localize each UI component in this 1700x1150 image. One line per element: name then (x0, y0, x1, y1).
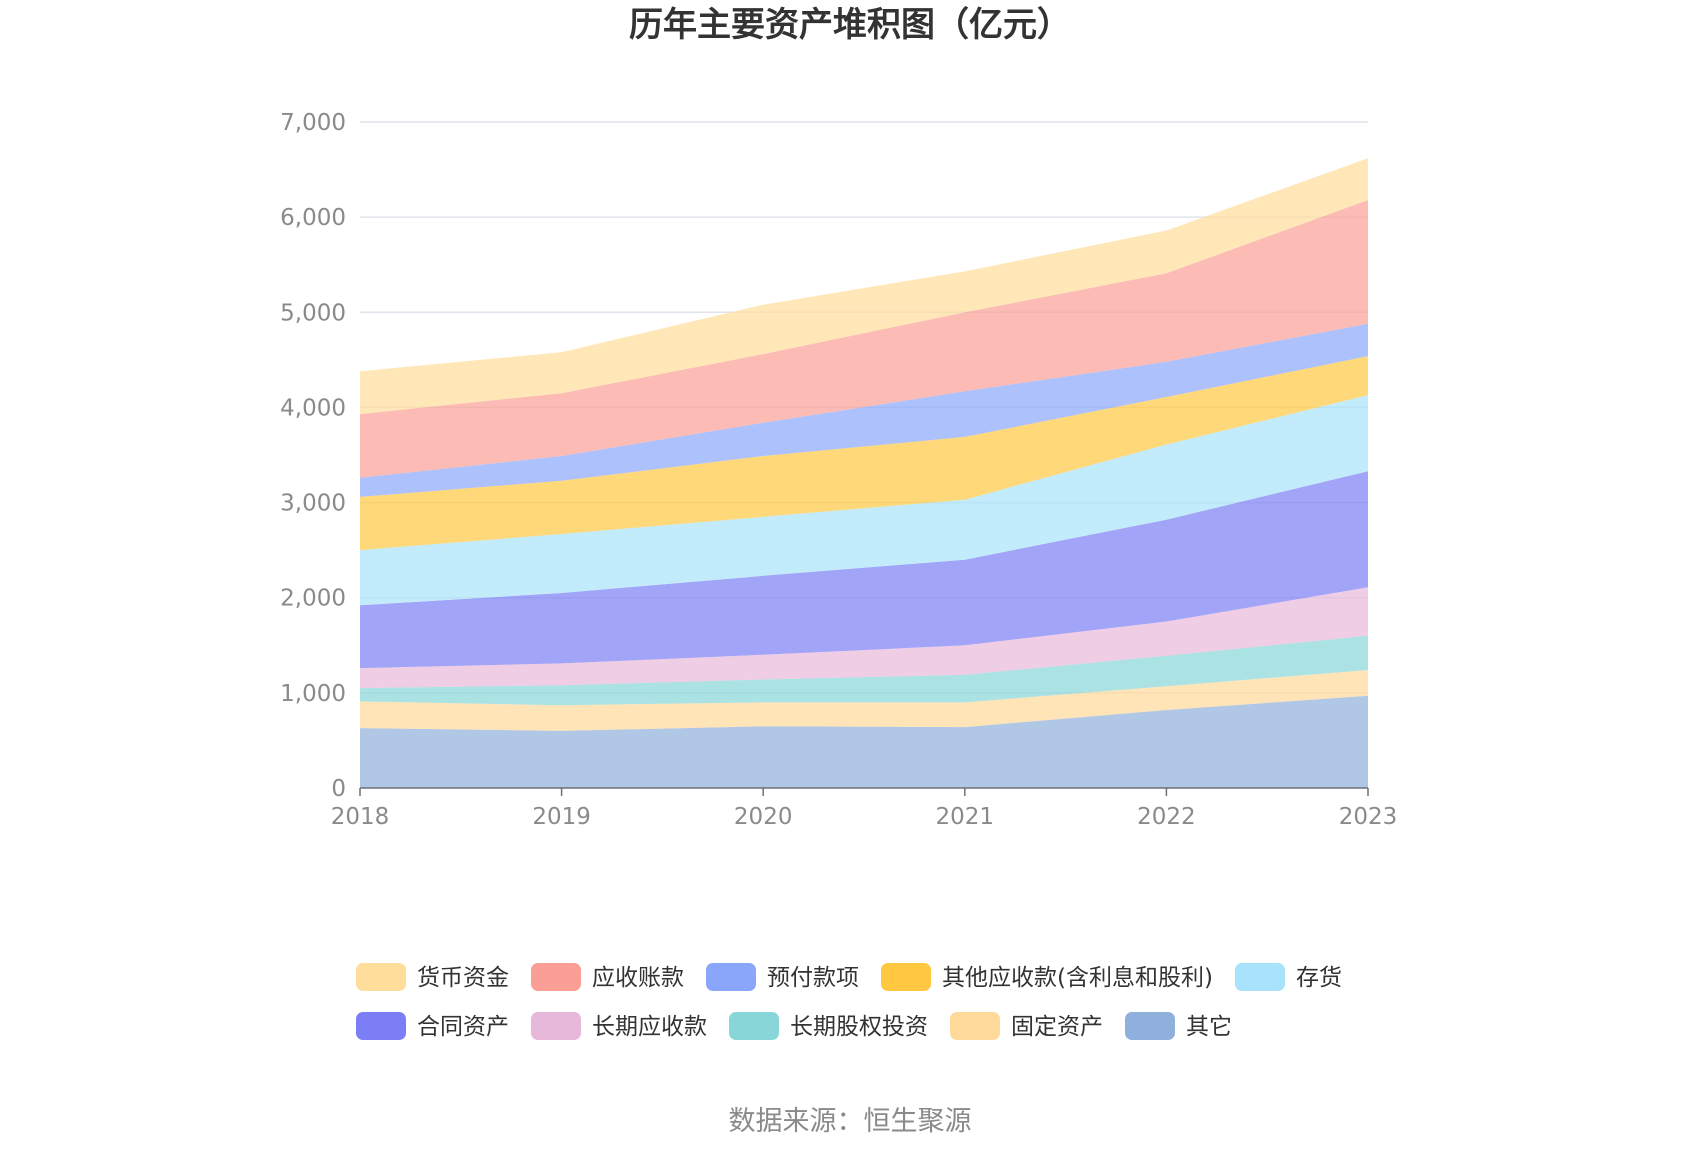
legend-swatch (531, 1012, 581, 1040)
legend-label: 长期股权投资 (790, 1014, 928, 1040)
x-tick-label: 2020 (734, 804, 793, 830)
y-tick-label: 4,000 (280, 395, 346, 421)
legend-label: 应收账款 (592, 965, 684, 991)
x-tick-label: 2022 (1137, 804, 1196, 830)
chart-title: 历年主要资产堆积图（亿元） (629, 5, 1071, 45)
area-固定资产 (360, 670, 1368, 731)
area-存货 (360, 395, 1368, 606)
x-tick-label: 2018 (331, 804, 390, 830)
area-其它 (360, 695, 1368, 788)
legend-swatch (356, 963, 406, 991)
data-source: 数据来源：恒生聚源 (729, 1106, 972, 1137)
y-tick-label: 6,000 (280, 205, 346, 231)
legend-label: 预付款项 (767, 965, 859, 991)
legend-label: 合同资产 (417, 1014, 509, 1040)
legend-swatch (1234, 963, 1285, 991)
legend-swatch (881, 963, 931, 991)
area-长期应收款 (360, 587, 1368, 689)
area-货币资金 (360, 158, 1368, 415)
area-其他应收款(含利息和股利) (360, 356, 1368, 551)
area-长期股权投资 (360, 635, 1368, 706)
legend-label: 存货 (1296, 965, 1342, 991)
legend-swatch (706, 963, 756, 991)
legend-label: 其他应收款(含利息和股利) (942, 965, 1213, 991)
legend-swatch (531, 963, 581, 991)
legend-swatch (950, 1012, 1000, 1040)
area-应收账款 (360, 200, 1368, 478)
legend-swatch (1125, 1012, 1175, 1040)
y-tick-label: 1,000 (280, 681, 346, 707)
y-tick-label: 0 (331, 776, 346, 802)
y-tick-label: 2,000 (280, 586, 346, 612)
area-series (360, 158, 1368, 788)
y-tick-label: 5,000 (280, 300, 346, 326)
area-预付款项 (360, 323, 1368, 497)
legend-label: 其它 (1186, 1014, 1232, 1040)
area-合同资产 (360, 471, 1368, 669)
y-tick-label: 7,000 (280, 110, 346, 136)
x-tick-label: 2023 (1339, 804, 1398, 830)
x-tick-label: 2019 (532, 804, 591, 830)
axes: 0 1,000 2,000 3,000 4,000 5,000 6,000 7,000 2018… (280, 110, 1397, 830)
x-tick-label: 2021 (936, 804, 995, 830)
legend-swatch (356, 1012, 406, 1040)
legend-swatch (729, 1012, 779, 1040)
legend-label: 固定资产 (1011, 1014, 1103, 1040)
legend-label: 货币资金 (417, 965, 509, 991)
y-tick-label: 3,000 (280, 491, 346, 517)
legend-label: 长期应收款 (592, 1014, 707, 1040)
